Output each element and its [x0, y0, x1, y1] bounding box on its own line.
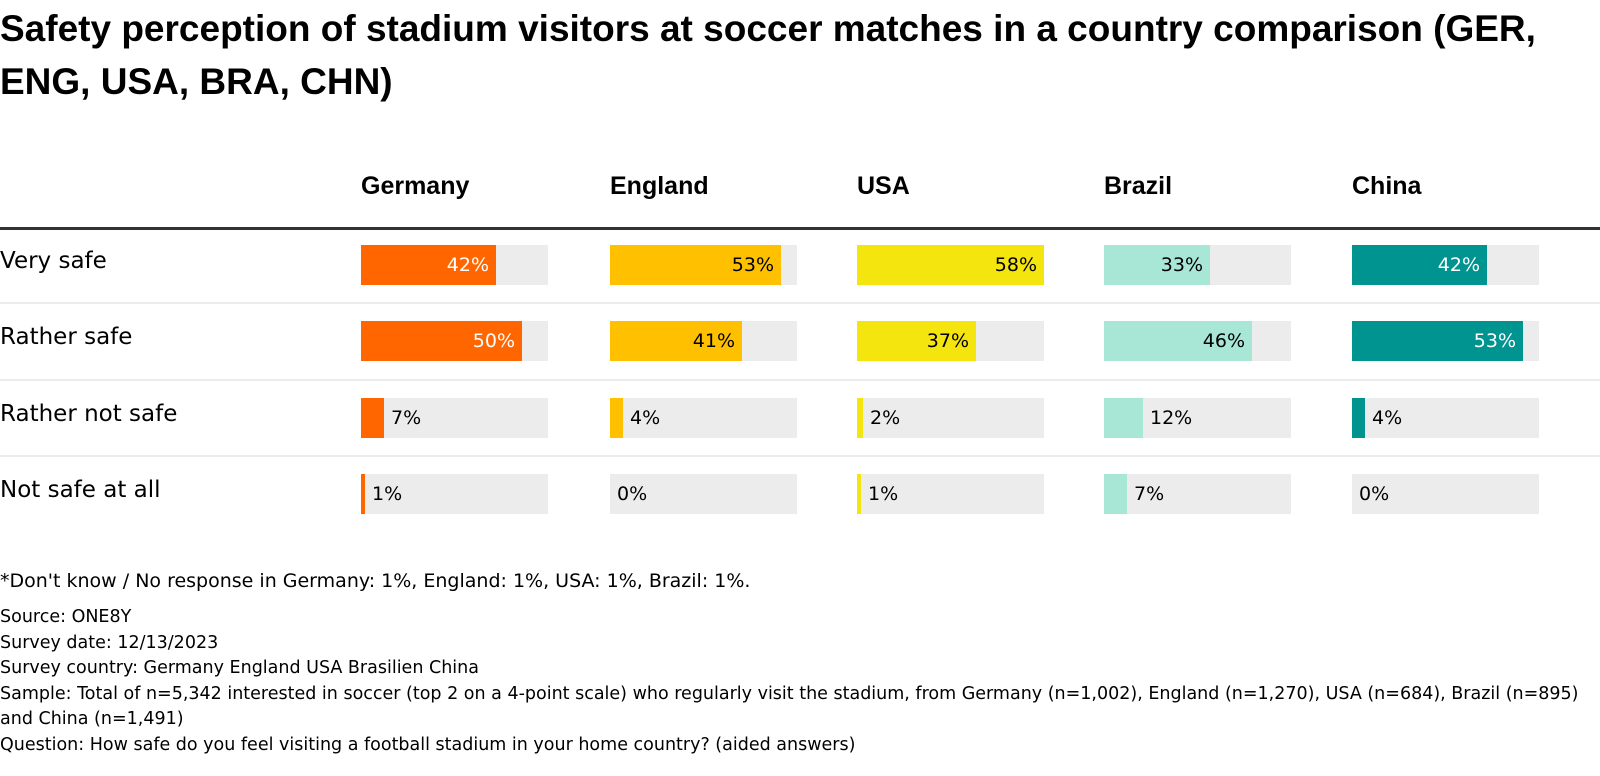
- data-label: 58%: [994, 254, 1037, 276]
- row-label: Not safe at all: [0, 477, 161, 503]
- data-label: 46%: [1202, 330, 1245, 352]
- bar-track: 0%: [610, 474, 797, 514]
- bar-track: 0%: [1352, 474, 1539, 514]
- data-label: 53%: [731, 254, 774, 276]
- bar-england-rather-safe: [610, 321, 742, 361]
- bar-china-very-safe: [1352, 245, 1487, 285]
- bar-track: 7%: [1104, 474, 1291, 514]
- sample-text: Sample: Total of n=5,342 interested in s…: [0, 683, 1579, 730]
- row-label: Rather safe: [0, 324, 133, 350]
- bar-usa-rather-safe: [857, 321, 976, 361]
- bar-china-rather-safe: [1352, 321, 1523, 361]
- column-header-brazil: Brazil: [1104, 172, 1173, 200]
- bar-track: 1%: [857, 474, 1044, 514]
- data-label: 12%: [1150, 407, 1193, 429]
- data-label: 0%: [1359, 483, 1390, 505]
- bar-track: 2%: [857, 398, 1044, 438]
- data-label: 4%: [630, 407, 661, 429]
- survey-date-text: Survey date: 12/13/2023: [0, 632, 219, 653]
- bar-brazil-not-safe-at-all: [1104, 474, 1127, 514]
- chart-title: Safety perception of stadium visitors at…: [0, 8, 1536, 102]
- bar-england-very-safe: [610, 245, 781, 285]
- question-text: Question: How safe do you feel visiting …: [0, 734, 856, 755]
- bar-england-rather-not-safe: [610, 398, 623, 438]
- data-label: 41%: [692, 330, 735, 352]
- data-label: 7%: [391, 407, 422, 429]
- survey-country-text: Survey country: Germany England USA Bras…: [0, 658, 479, 678]
- row-separator: [0, 379, 1600, 381]
- bar-brazil-very-safe: [1104, 245, 1210, 285]
- bar-usa-rather-not-safe: [857, 398, 863, 438]
- bar-track: 1%: [361, 474, 548, 514]
- bar-track: 58%: [857, 245, 1044, 285]
- bar-germany-not-safe-at-all: [361, 474, 365, 514]
- data-label: 33%: [1160, 254, 1203, 276]
- row-label: Rather not safe: [0, 401, 178, 427]
- bar-track: 37%: [857, 321, 1044, 361]
- bar-track: 53%: [610, 245, 797, 285]
- bar-track: 42%: [1352, 245, 1539, 285]
- bar-usa-very-safe: [857, 245, 1044, 285]
- data-label: 4%: [1372, 407, 1403, 429]
- data-label: 7%: [1134, 483, 1165, 505]
- bar-germany-rather-safe: [361, 321, 522, 361]
- data-label: 37%: [926, 330, 969, 352]
- header-rule: [0, 227, 1600, 230]
- row-separator: [0, 302, 1600, 304]
- bar-usa-not-safe-at-all: [857, 474, 861, 514]
- bar-track: 4%: [610, 398, 797, 438]
- bar-track: 50%: [361, 321, 548, 361]
- row-label: Very safe: [0, 248, 107, 274]
- bar-track: 4%: [1352, 398, 1539, 438]
- data-label: 42%: [446, 254, 489, 276]
- source-text: Source: ONE8Y: [0, 607, 132, 627]
- bar-track: 41%: [610, 321, 797, 361]
- column-header-england: England: [610, 172, 709, 200]
- bar-china-rather-not-safe: [1352, 398, 1365, 438]
- bar-germany-rather-not-safe: [361, 398, 384, 438]
- data-label: 1%: [868, 483, 899, 505]
- bar-brazil-rather-safe: [1104, 321, 1252, 361]
- data-label: 0%: [617, 483, 648, 505]
- data-label: 2%: [870, 407, 901, 429]
- bar-track: 53%: [1352, 321, 1539, 361]
- row-separator: [0, 455, 1600, 457]
- footnote: *Don't know / No response in Germany: 1%…: [0, 570, 751, 592]
- bar-track: 42%: [361, 245, 548, 285]
- bar-germany-very-safe: [361, 245, 496, 285]
- data-label: 50%: [472, 330, 515, 352]
- bar-track: 12%: [1104, 398, 1291, 438]
- chart-metadata: Source: ONE8Y Survey date: 12/13/2023 Su…: [0, 605, 1590, 758]
- bar-brazil-rather-not-safe: [1104, 398, 1143, 438]
- data-label: 1%: [372, 483, 403, 505]
- bar-track: 7%: [361, 398, 548, 438]
- column-header-germany: Germany: [361, 172, 470, 200]
- data-label: 42%: [1437, 254, 1480, 276]
- bar-track: 33%: [1104, 245, 1291, 285]
- bar-track: 46%: [1104, 321, 1291, 361]
- column-header-china: China: [1352, 172, 1422, 200]
- column-header-usa: USA: [857, 172, 910, 200]
- data-label: 53%: [1473, 330, 1516, 352]
